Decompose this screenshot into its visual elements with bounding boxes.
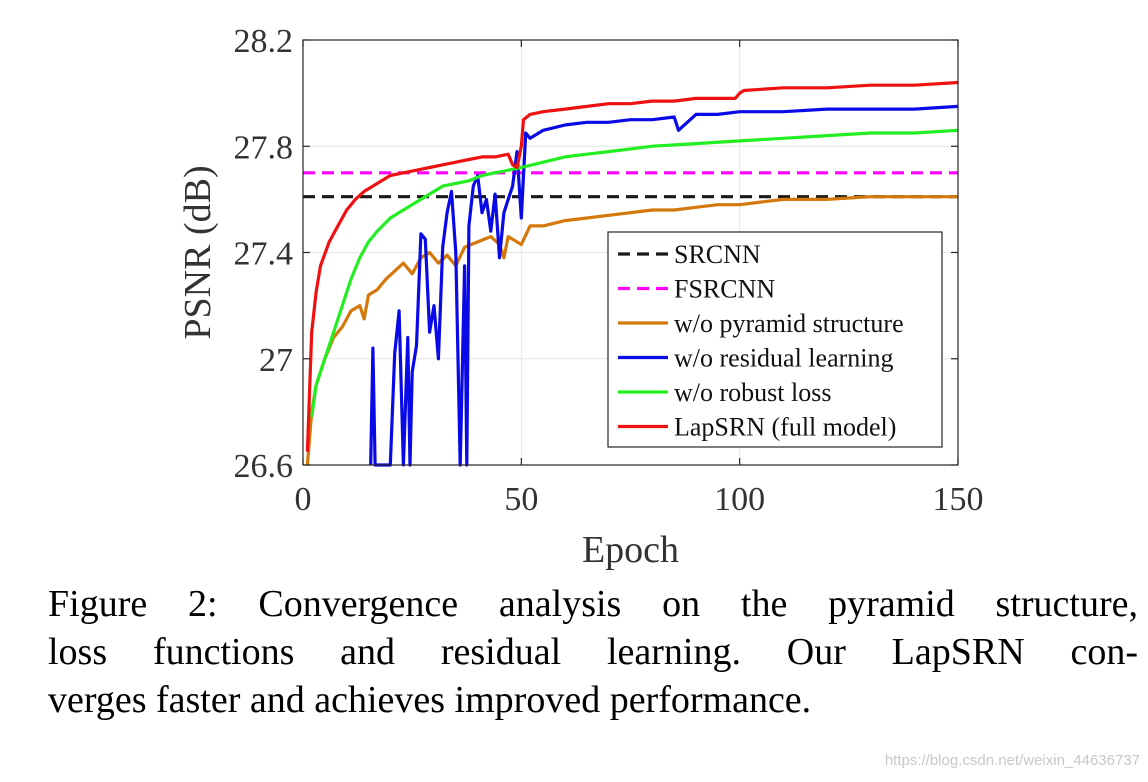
series-line-w-o-residual-learning	[369, 104, 959, 467]
y-tick-label: 27	[259, 342, 293, 379]
legend-label: w/o residual learning	[674, 344, 894, 373]
x-tick-label: 50	[504, 481, 538, 518]
x-axis-title: Epoch	[582, 529, 679, 571]
caption-line: verges faster and achieves improved perf…	[48, 679, 812, 721]
legend-label: w/o pyramid structure	[674, 309, 904, 338]
caption-line: Figure 2: Convergence analysis on the py…	[48, 583, 1138, 625]
watermark: https://blog.csdn.net/weixin_44636737	[884, 752, 1140, 769]
x-tick-label: 0	[295, 481, 312, 518]
y-tick-label: 27.8	[234, 129, 294, 166]
x-tick-label: 100	[714, 481, 765, 518]
legend-label: SRCNN	[674, 240, 761, 269]
series-line-w-o-pyramid-structure	[305, 195, 958, 466]
y-tick-label: 28.2	[234, 23, 294, 60]
caption-line: loss functions and residual learning. Ou…	[48, 631, 1138, 673]
series-lines	[303, 80, 959, 467]
legend-box	[607, 231, 943, 448]
y-axis-title: PSNR (dB)	[177, 165, 219, 339]
y-tick-label: 27.4	[234, 236, 294, 273]
legend-label: w/o robust loss	[674, 378, 831, 407]
legend-label: LapSRN (full model)	[674, 413, 896, 442]
legend: SRCNN FSRCNN w/o pyramid structure w/o resi…	[607, 231, 943, 448]
figure-caption: Figure 2: Convergence analysis on the py…	[48, 580, 1138, 724]
series-line-w-o-robust-loss	[310, 128, 959, 418]
psnr-convergence-chart: 0 50 100 150 26.6 27 27.4 27.8 28.2 Epoch PSNR (dB…	[177, 23, 984, 571]
x-tick-label: 150	[933, 481, 984, 518]
series-line-lapsrn-full-model	[305, 80, 959, 452]
axes: 0 50 100 150 26.6 27 27.4 27.8 28.2 Epoch PSNR (dB…	[177, 23, 984, 571]
legend-label: FSRCNN	[674, 275, 775, 304]
y-tick-label: 26.6	[234, 448, 294, 485]
